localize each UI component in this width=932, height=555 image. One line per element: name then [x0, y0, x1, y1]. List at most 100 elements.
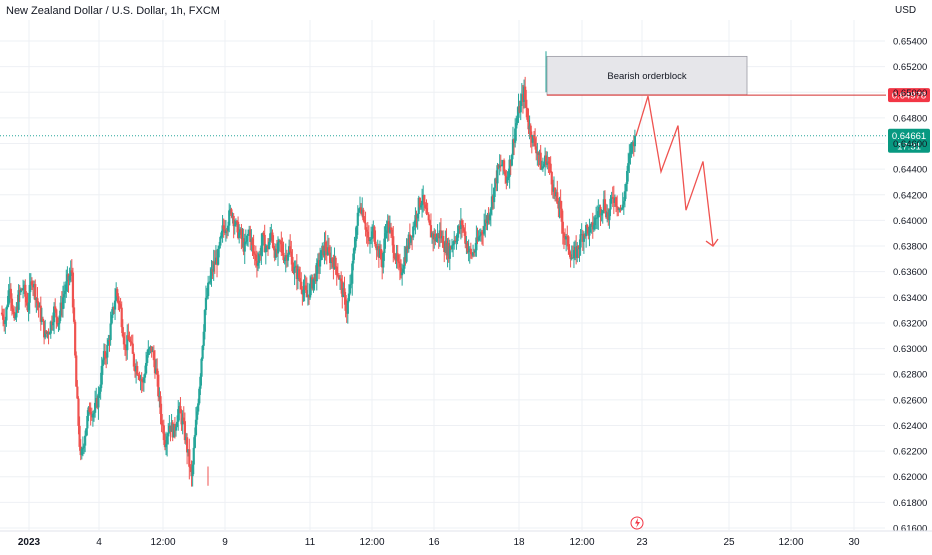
candle-body: [59, 302, 62, 316]
x-tick-label: 12:00: [778, 537, 803, 548]
candle-body: [300, 281, 303, 290]
candle-body: [29, 281, 32, 285]
candle-body: [334, 257, 337, 268]
y-tick-label: 0.62600: [893, 395, 927, 406]
candle-body: [120, 307, 123, 328]
candle-body: [622, 201, 625, 205]
candle-body: [299, 278, 302, 282]
candle-body: [569, 254, 572, 260]
candle-body: [26, 302, 29, 311]
candle-body: [263, 234, 266, 253]
candle-body: [233, 224, 236, 227]
candle-body: [38, 305, 41, 308]
candle-body: [592, 225, 595, 230]
candle-body: [280, 240, 283, 245]
candle-body: [193, 435, 196, 448]
projection-arrowhead: [705, 238, 719, 247]
candle-body: [67, 274, 70, 281]
candle-body: [302, 289, 305, 295]
candle-body: [294, 265, 297, 267]
candle-body: [488, 214, 491, 221]
candle-body: [385, 230, 388, 234]
candle-body: [317, 260, 321, 267]
candle-body: [4, 320, 7, 324]
candle-body: [253, 253, 256, 255]
candle-body: [151, 350, 154, 352]
candle-body: [215, 257, 219, 265]
candle-body: [438, 230, 441, 239]
y-tick-label: 0.65200: [893, 62, 927, 73]
candle-body: [326, 247, 329, 255]
candle-body: [555, 192, 558, 197]
candle-body: [54, 306, 57, 310]
current-price-text: 0.64661: [892, 131, 926, 142]
candle-body: [225, 230, 229, 232]
candle-body: [190, 467, 193, 477]
candle-body: [290, 251, 293, 257]
candle-body: [212, 261, 215, 272]
candle-body: [81, 447, 85, 449]
candle-body: [188, 449, 191, 467]
candle-body: [436, 233, 439, 238]
candle-body: [579, 234, 582, 248]
y-tick-label: 0.64200: [893, 190, 927, 201]
candle-body: [353, 247, 356, 254]
candle-body: [52, 306, 56, 323]
candle-body: [433, 233, 436, 240]
candle-body: [271, 232, 274, 244]
x-tick-label: 12:00: [569, 537, 594, 548]
candle-body: [425, 207, 428, 214]
candle-body: [279, 240, 282, 242]
candle-body: [616, 206, 619, 208]
candle-body: [377, 246, 380, 258]
candle-body: [392, 236, 395, 253]
candle-body: [389, 227, 393, 230]
candle-body: [447, 242, 450, 259]
candle-body: [583, 234, 587, 237]
candle-body: [264, 247, 267, 253]
candle-body: [364, 222, 367, 230]
candle-body: [291, 256, 294, 272]
candle-body: [209, 275, 212, 283]
candle-body: [228, 210, 231, 226]
candle-body: [240, 229, 243, 239]
candle-body: [474, 250, 477, 253]
candle-body: [96, 398, 99, 408]
x-tick-label: 23: [636, 537, 648, 548]
candle-body: [434, 233, 437, 242]
candle-body: [469, 248, 472, 255]
candle-body: [494, 178, 497, 188]
candle-body: [346, 301, 349, 314]
candle-body: [355, 225, 358, 239]
candle-body: [307, 294, 311, 298]
candle-body: [576, 245, 579, 258]
candle-body: [258, 254, 261, 263]
candle-body: [456, 233, 459, 242]
candle-body: [483, 226, 486, 234]
candle-body: [432, 233, 435, 240]
candle-body: [241, 238, 244, 240]
candle-body: [603, 199, 607, 211]
candle-body: [496, 165, 499, 184]
candle-body: [24, 284, 27, 297]
candle-body: [497, 165, 500, 168]
candle-body: [28, 284, 31, 303]
candles-layer: [0, 51, 636, 487]
candle-body: [211, 269, 214, 272]
candle-body: [365, 229, 368, 232]
candle-body: [15, 306, 18, 318]
candle-body: [465, 243, 468, 245]
y-tick-label: 0.61800: [893, 498, 927, 509]
candle-body: [227, 225, 230, 231]
candle-body: [220, 232, 223, 238]
candle-body: [285, 255, 288, 261]
candle-body: [337, 275, 341, 280]
candle-body: [450, 245, 454, 250]
candle-body: [351, 263, 354, 284]
candle-body: [142, 377, 145, 382]
candle-body: [415, 215, 418, 219]
candle-body: [149, 346, 152, 349]
candle-body: [363, 220, 366, 223]
